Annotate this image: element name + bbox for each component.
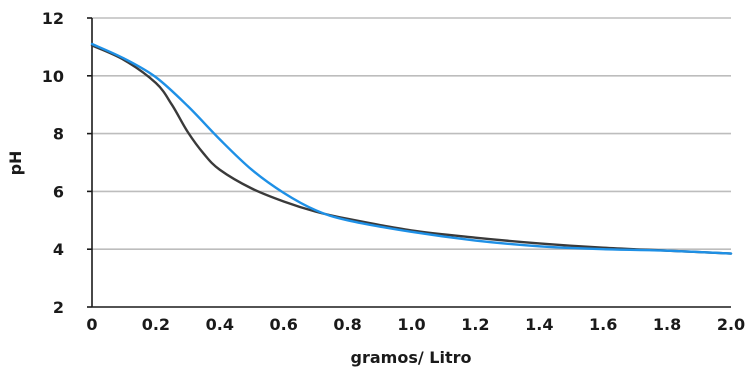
y-tick-label: 4 [53, 240, 64, 259]
x-tick-label: 0 [86, 315, 97, 334]
y-tick-label: 12 [42, 9, 64, 28]
y-tick-labels: 2 4 6 8 10 12 [42, 9, 64, 317]
x-tick-labels: 0 0.2 0.4 0.6 0.8 1.0 1.2 1.4 1.6 1.8 2.0 [86, 315, 745, 334]
y-tick-label: 8 [53, 125, 64, 144]
y-tick-label: 10 [42, 67, 64, 86]
x-tick-label: 1.6 [589, 315, 617, 334]
series-line-2 [90, 42, 733, 255]
series-line-1 [90, 44, 733, 255]
x-tick-label: 0.4 [206, 315, 234, 334]
x-tick-label: 0.8 [333, 315, 361, 334]
x-tick-label: 1.0 [397, 315, 425, 334]
axes [87, 17, 731, 308]
y-tick-label: 2 [53, 298, 64, 317]
x-axis-label: gramos/ Litro [351, 348, 472, 367]
x-tick-label: 1.4 [525, 315, 553, 334]
series-lines [90, 42, 733, 255]
y-tick-label: 6 [53, 182, 64, 201]
x-tick-label: 0.2 [142, 315, 170, 334]
y-axis-label: pH [6, 151, 25, 176]
x-tick-label: 1.2 [461, 315, 489, 334]
x-tick-label: 0.6 [270, 315, 298, 334]
x-tick-label: 2.0 [717, 315, 745, 334]
x-tick-label: 1.8 [653, 315, 681, 334]
